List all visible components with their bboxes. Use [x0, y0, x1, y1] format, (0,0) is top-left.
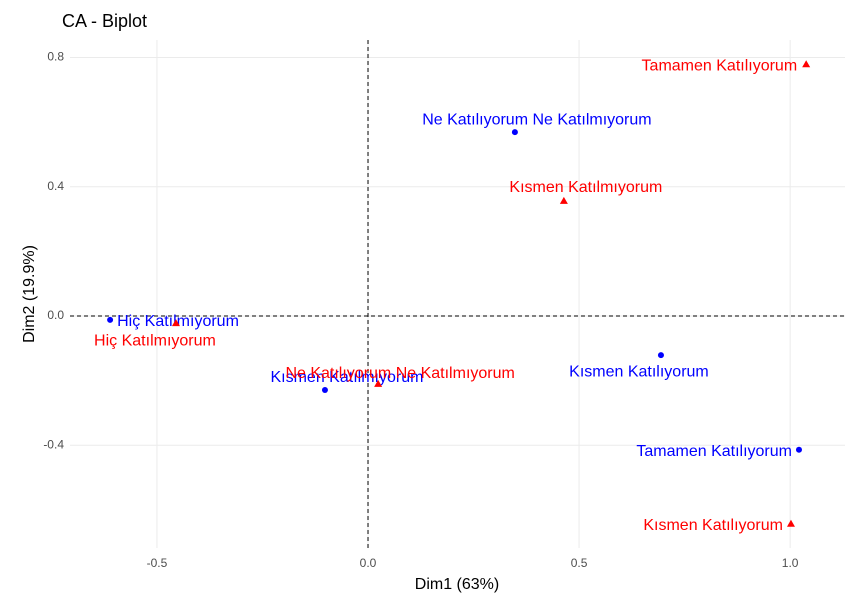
point-label: Hiç Katılmıyorum: [94, 332, 216, 349]
point: [657, 352, 664, 359]
point-label: Hiç Katılmıyorum: [117, 313, 239, 330]
point-label: Kısmen Katılıyorum: [569, 363, 709, 380]
point: [786, 519, 795, 527]
point-label: Kısmen Katılmıyorum: [509, 179, 662, 196]
point: [321, 386, 328, 393]
point: [511, 129, 518, 136]
point: [802, 60, 811, 68]
chart-title: CA - Biplot: [62, 11, 147, 31]
point: [559, 196, 568, 204]
x-tick-label: 0.5: [571, 556, 588, 570]
point-label: Tamamen Katılıyorum: [642, 57, 798, 74]
point-label: Kısmen Katılmıyorum: [270, 369, 423, 386]
y-axis-title: Dim2 (19.9%): [21, 245, 38, 343]
x-tick-label: -0.5: [147, 556, 168, 570]
point: [374, 379, 383, 387]
y-tick-label: -0.4: [43, 437, 64, 451]
y-tick-label: 0.4: [47, 179, 64, 193]
point: [107, 316, 114, 323]
point-label: Ne Katılıyorum Ne Katılmıyorum: [285, 365, 514, 382]
x-axis-title: Dim1 (63%): [415, 576, 499, 593]
y-tick-label: 0.8: [47, 50, 64, 64]
point-label: Ne Katılıyorum Ne Katılmıyorum: [422, 111, 651, 128]
x-tick-label: 1.0: [782, 556, 799, 570]
point: [795, 446, 802, 453]
point-label: Tamamen Katılıyorum: [636, 443, 792, 460]
y-tick-label: 0.0: [47, 308, 64, 322]
x-tick-label: 0.0: [360, 556, 377, 570]
point: [171, 319, 180, 327]
point-label: Kısmen Katılıyorum: [643, 517, 783, 534]
